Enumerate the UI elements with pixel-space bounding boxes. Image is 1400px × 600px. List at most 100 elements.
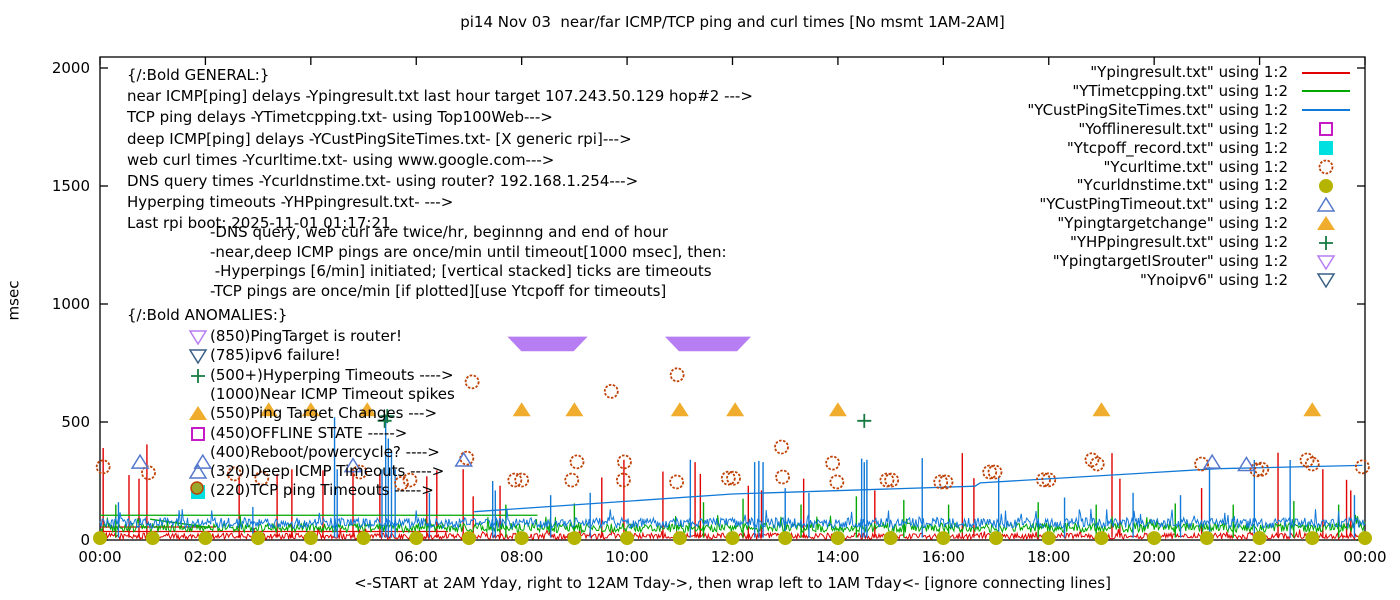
filled-triangle-icon — [189, 406, 207, 421]
chart-title: pi14 Nov 03 near/far ICMP/TCP ping and c… — [460, 13, 1005, 31]
anomaly-row: (500+)Hyperping Timeouts ----> — [186, 366, 454, 385]
Ycurldnstime.txt-point — [198, 531, 213, 546]
Ycurltime.txt-point — [1089, 456, 1105, 472]
x-tick-label: 14:00 — [816, 548, 860, 566]
legend-sample-filled-circle — [1296, 177, 1356, 195]
Ypingtargetchange-point — [301, 402, 320, 417]
Ypingtargetchange-point — [828, 402, 847, 417]
x-tick-label: 02:00 — [183, 548, 228, 566]
legend-label: "YHPpingresult.txt" using 1:2 — [1069, 233, 1288, 252]
anomaly-text: (500+)Hyperping Timeouts ----> — [210, 365, 454, 384]
Ypingtargetchange-point — [670, 402, 689, 417]
general-line: TCP ping delays -YTimetcpping.txt- using… — [127, 108, 553, 127]
no-icon — [186, 443, 210, 462]
x-tick-label: 08:00 — [500, 548, 544, 566]
Ycurltime.txt-point — [569, 454, 585, 470]
legend-marker — [1316, 254, 1336, 270]
anomaly-text: (220)TCP ping Timeouts -----> — [210, 481, 434, 500]
general-line: DNS query times -Ycurldnstime.txt- using… — [127, 172, 639, 190]
legend-sample-line — [1296, 64, 1356, 82]
Ycurltime.txt-point — [1354, 459, 1370, 475]
legend-marker — [1317, 215, 1335, 230]
Ycurldnstime.txt-point — [1199, 531, 1214, 546]
Ycurldnstime.txt-point — [1041, 531, 1056, 546]
y-tick-label: 1000 — [51, 295, 90, 313]
legend-row: "Ypingresult.txt" using 1:2 — [1090, 63, 1356, 82]
note-line: -DNS query, web curl are twice/hr, begin… — [210, 223, 668, 241]
Ycurldnstime.txt-point — [1094, 531, 1109, 546]
YCustPingTimeout.txt-point — [1202, 453, 1222, 469]
plus-icon — [191, 368, 205, 383]
anomaly-text: (850)PingTarget is router! — [210, 327, 402, 345]
legend-label: "Ypingtargetchange" using 1:2 — [1057, 214, 1288, 233]
Ycurltime.txt-point — [617, 454, 632, 470]
legend-sample-glyph — [1318, 159, 1334, 175]
cyan-square-dot-icon — [190, 481, 204, 496]
x-tick-label: 12:00 — [710, 548, 755, 566]
Ycurltime.txt-point — [603, 383, 619, 399]
Ycurltime.txt-point — [507, 472, 523, 488]
legend-label: "Ycurltime.txt" using 1:2 — [1103, 157, 1288, 176]
legend-label: "YCustPingSiteTimes.txt" using 1:2 — [1027, 100, 1288, 119]
legend-sample-line — [1296, 82, 1356, 100]
Ycurltime.txt-point — [514, 472, 530, 488]
legend-marker — [1319, 235, 1333, 250]
legend-sample-open-nabla — [1296, 271, 1356, 289]
Ycurldnstime.txt-point — [672, 531, 687, 546]
open-square-icon — [191, 426, 205, 441]
x-tick-label: 20:00 — [1132, 548, 1176, 566]
Ycurltime.txt-point — [1304, 456, 1320, 472]
YCustPingSiteTimes.txt-connecting-line — [474, 464, 1363, 513]
Ycurldnstime.txt-point — [303, 531, 318, 546]
anomaly-text: (450)OFFLINE STATE -----> — [210, 423, 408, 442]
Ycurltime.txt-point — [720, 470, 736, 486]
legend-sample-glyph — [1319, 122, 1333, 137]
legend-row: "YHPpingresult.txt" using 1:2 — [1070, 233, 1356, 252]
legend-sample-glyph — [1319, 235, 1333, 250]
legend-row: "YCustPingSiteTimes.txt" using 1:2 — [1027, 101, 1356, 120]
anomaly-text: (550)Ping Target Changes ---> — [210, 404, 438, 423]
anomaly-text: (400)Reboot/powercycle? ----> — [210, 442, 440, 461]
legend-row: "Yofflineresult.txt" using 1:2 — [1078, 120, 1356, 139]
legend-sample-glyph — [1302, 109, 1350, 112]
legend-sample-glyph — [1316, 273, 1336, 289]
filled-triangle-icon — [186, 404, 210, 423]
legend-label: "Ycurldnstime.txt" using 1:2 — [1076, 176, 1288, 195]
Ycurldnstime.txt-point — [725, 531, 740, 546]
general-line: Hyperping timeouts -YHPpingresult.txt- -… — [127, 193, 454, 212]
Ycurltime.txt-point — [615, 472, 631, 488]
general-line: near ICMP[ping] delays -Ypingresult.txt … — [127, 87, 753, 106]
YCustPingTimeout.txt-point — [193, 453, 213, 469]
legend-marker — [1316, 196, 1336, 212]
Ycurldnstime.txt-point — [1147, 531, 1162, 546]
Ycurldnstime.txt-point — [251, 531, 266, 546]
legend-row: "Ycurltime.txt" using 1:2 — [1103, 158, 1356, 177]
Ycurldnstime.txt-point — [778, 531, 793, 546]
Ycurltime.txt-point — [1254, 461, 1270, 477]
Ycurldnstime.txt-point — [1305, 531, 1320, 546]
Ycurldnstime.txt-point — [989, 531, 1004, 546]
anomaly-row: (450)OFFLINE STATE -----> — [186, 424, 407, 443]
open-triangle-icon — [188, 463, 208, 479]
Ycurltime.txt-point — [829, 474, 845, 490]
Ypingtargetchange-point — [512, 402, 531, 417]
filled-triangle-icon — [189, 406, 207, 421]
YCustPingTimeout.txt-point — [343, 457, 363, 473]
YCustPingSiteTimes.txt-baseline — [99, 508, 1366, 531]
general-line: web curl times -Ycurltime.txt- using www… — [127, 150, 555, 169]
legend-label: "Ynoipv6" using 1:2 — [1140, 270, 1288, 289]
legend-label: "Yofflineresult.txt" using 1:2 — [1078, 119, 1288, 138]
cyan-square-dot-icon — [190, 481, 205, 500]
legend-sample-filled-triangle — [1296, 215, 1356, 233]
Ycurltime.txt-point — [227, 466, 242, 482]
Ycurltime.txt-point — [1249, 462, 1265, 478]
Ycurltime.txt-point — [775, 469, 790, 485]
Ycurltime.txt-point — [402, 472, 418, 488]
Ycurldnstime.txt-point — [145, 531, 160, 546]
anomaly-row: (320)Deep ICMP Timeouts ----> — [186, 462, 444, 481]
y-tick-label: 0 — [80, 531, 90, 549]
Ycurldnstime.txt-point — [936, 531, 951, 546]
legend-sample-open-nabla — [1296, 253, 1356, 271]
open-square-icon — [186, 424, 210, 443]
Ycurltime.txt-point — [825, 455, 841, 471]
